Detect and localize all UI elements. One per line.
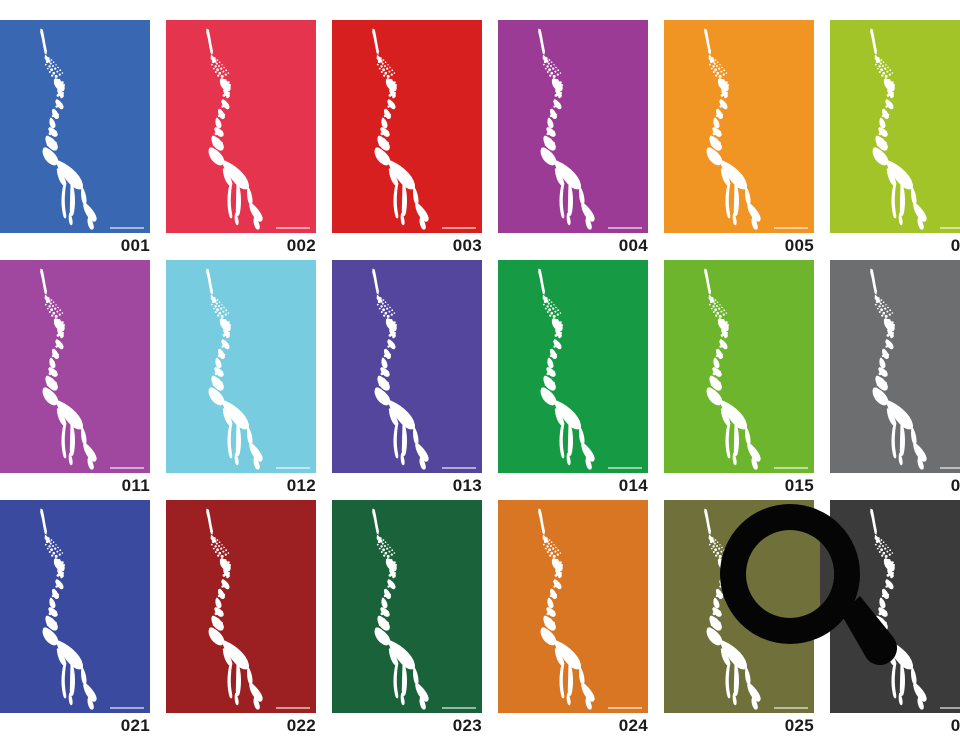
poster-tile-015[interactable] — [664, 260, 814, 473]
poster-grid: 001 — [0, 20, 960, 740]
poster-tile-004[interactable] — [498, 20, 648, 233]
poster-caption-line — [608, 467, 642, 469]
poster-caption-line — [442, 707, 476, 709]
poster-tile-022[interactable] — [166, 500, 316, 713]
poster-tile-016[interactable] — [830, 260, 960, 473]
river-map-silhouette — [538, 28, 595, 230]
poster-caption-line — [442, 227, 476, 229]
poster-cell-001[interactable]: 001 — [0, 20, 150, 256]
poster-caption-line — [276, 227, 310, 229]
poster-tile-025[interactable] — [664, 500, 814, 713]
river-map-silhouette — [40, 268, 97, 470]
row-2: 011 — [0, 260, 960, 500]
river-map-silhouette — [870, 28, 927, 230]
poster-tile-002[interactable] — [166, 20, 316, 233]
river-map-silhouette — [40, 28, 97, 230]
poster-cell-023[interactable]: 023 — [332, 500, 482, 736]
poster-label: 023 — [452, 716, 482, 735]
poster-label: 003 — [452, 236, 482, 255]
poster-cell-006[interactable]: 006 — [830, 20, 960, 256]
poster-tile-001[interactable] — [0, 20, 150, 233]
poster-tile-014[interactable] — [498, 260, 648, 473]
poster-label: 021 — [120, 716, 150, 735]
row-3: 021 — [0, 500, 960, 740]
poster-label: 022 — [286, 716, 316, 735]
poster-label: 015 — [784, 476, 814, 495]
river-map-silhouette — [372, 28, 429, 230]
poster-cell-022[interactable]: 022 — [166, 500, 316, 736]
poster-caption-line — [442, 467, 476, 469]
river-map-silhouette — [538, 508, 595, 710]
river-map-silhouette — [372, 268, 429, 470]
poster-caption-line — [608, 707, 642, 709]
poster-cell-026[interactable]: 026 — [830, 500, 960, 736]
poster-cell-016[interactable]: 016 — [830, 260, 960, 496]
river-map-silhouette — [40, 508, 97, 710]
poster-cell-024[interactable]: 024 — [498, 500, 648, 736]
poster-tile-021[interactable] — [0, 500, 150, 713]
poster-tile-006[interactable] — [830, 20, 960, 233]
poster-cell-021[interactable]: 021 — [0, 500, 150, 736]
row-1: 001 — [0, 20, 960, 260]
poster-cell-003[interactable]: 003 — [332, 20, 482, 256]
poster-caption-line — [940, 707, 960, 709]
poster-caption-line — [774, 227, 808, 229]
poster-caption-line — [110, 467, 144, 469]
poster-caption-line — [110, 707, 144, 709]
river-map-silhouette — [372, 508, 429, 710]
poster-cell-025[interactable]: 025 — [664, 500, 814, 736]
poster-caption-line — [940, 227, 960, 229]
river-map-silhouette — [206, 28, 263, 230]
poster-label: 004 — [618, 236, 648, 255]
poster-label: 014 — [618, 476, 648, 495]
poster-label: 006 — [950, 236, 960, 255]
poster-label: 001 — [120, 236, 150, 255]
river-map-silhouette — [870, 268, 927, 470]
poster-cell-002[interactable]: 002 — [166, 20, 316, 256]
poster-label: 024 — [618, 716, 648, 735]
river-map-silhouette — [704, 268, 761, 470]
poster-tile-013[interactable] — [332, 260, 482, 473]
poster-label: 026 — [950, 716, 960, 735]
river-map-silhouette — [538, 268, 595, 470]
river-map-silhouette — [704, 508, 761, 710]
poster-label: 025 — [784, 716, 814, 735]
poster-tile-011[interactable] — [0, 260, 150, 473]
river-map-silhouette — [870, 508, 927, 710]
river-map-silhouette — [206, 508, 263, 710]
poster-label: 002 — [286, 236, 316, 255]
poster-cell-014[interactable]: 014 — [498, 260, 648, 496]
poster-cell-004[interactable]: 004 — [498, 20, 648, 256]
poster-tile-003[interactable] — [332, 20, 482, 233]
poster-caption-line — [276, 467, 310, 469]
river-map-silhouette — [704, 28, 761, 230]
poster-caption-line — [774, 707, 808, 709]
poster-caption-line — [608, 227, 642, 229]
poster-label: 011 — [121, 476, 150, 495]
poster-cell-013[interactable]: 013 — [332, 260, 482, 496]
poster-caption-line — [940, 467, 960, 469]
poster-caption-line — [774, 467, 808, 469]
poster-label: 012 — [286, 476, 316, 495]
poster-label: 005 — [784, 236, 814, 255]
poster-tile-012[interactable] — [166, 260, 316, 473]
poster-label: 013 — [452, 476, 482, 495]
poster-label: 016 — [950, 476, 960, 495]
poster-tile-024[interactable] — [498, 500, 648, 713]
poster-cell-005[interactable]: 005 — [664, 20, 814, 256]
poster-tile-023[interactable] — [332, 500, 482, 713]
poster-cell-015[interactable]: 015 — [664, 260, 814, 496]
poster-cell-011[interactable]: 011 — [0, 260, 150, 496]
poster-cell-012[interactable]: 012 — [166, 260, 316, 496]
poster-tile-026[interactable] — [830, 500, 960, 713]
poster-caption-line — [276, 707, 310, 709]
river-map-silhouette — [206, 268, 263, 470]
poster-caption-line — [110, 227, 144, 229]
poster-tile-005[interactable] — [664, 20, 814, 233]
